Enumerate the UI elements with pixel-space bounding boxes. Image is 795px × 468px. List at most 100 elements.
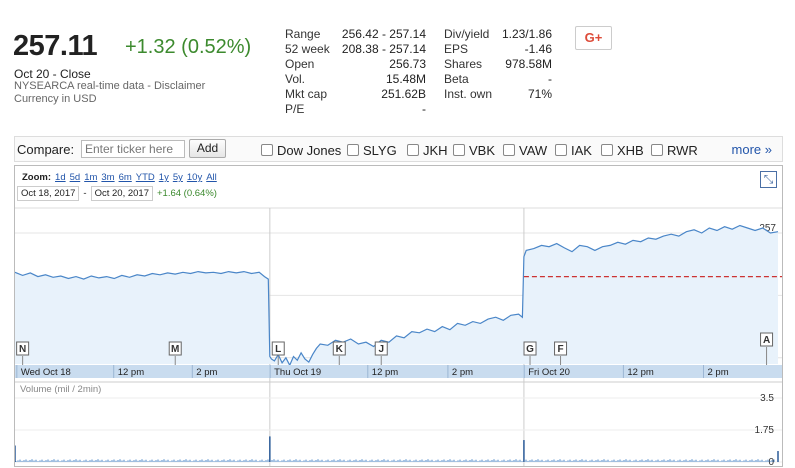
news-marker-j[interactable]: [374, 341, 388, 356]
stat-value: 15.48M: [385, 72, 426, 86]
stat-value: 251.62B: [381, 87, 426, 101]
checkbox[interactable]: [651, 144, 663, 156]
x-tick-label: 12 pm: [627, 367, 653, 378]
stat-label: EPS: [444, 42, 469, 56]
x-tick-label: 2 pm: [452, 367, 473, 378]
x-tick-label: 12 pm: [372, 367, 398, 378]
price-line[interactable]: [15, 224, 779, 367]
checkbox[interactable]: [601, 144, 613, 156]
range-end-field[interactable]: Oct 20, 2017: [90, 186, 153, 201]
x-axis-band: [15, 365, 782, 378]
news-marker-label: N: [19, 344, 26, 355]
price-area-fill: [15, 225, 778, 366]
stat-value: 71%: [527, 87, 552, 101]
stat-value: -: [422, 102, 426, 116]
stats-right: Div/yield 1.23/1.86 EPS -1.46 Shares 978.58M B…: [444, 27, 552, 102]
compare-checkbox-jkh[interactable]: JKH: [407, 143, 448, 158]
zoom-option-all[interactable]: All: [206, 172, 217, 183]
zoom-controls: Zoom: 1d 5d 1m 3m 6m YTD 1y 5y 10y All: [22, 172, 217, 183]
stat-value: 256.42 - 257.14: [341, 27, 426, 41]
compare-checkbox-vbk[interactable]: VBK: [453, 143, 495, 158]
zoom-option-1d[interactable]: 1d: [55, 172, 66, 183]
checkbox[interactable]: [555, 144, 567, 156]
compare-ticker-label: IAK: [571, 143, 592, 158]
news-marker-n[interactable]: [16, 341, 30, 356]
news-marker-m[interactable]: [168, 341, 182, 356]
data-source-note[interactable]: NYSEARCA real-time data - Disclaimer: [14, 80, 206, 92]
x-tick-label: Wed Oct 18: [21, 367, 71, 378]
stat-row-52-week: 52 week 208.38 - 257.14: [285, 42, 426, 57]
currency-note: Currency in USD: [14, 93, 97, 105]
stat-value: 256.73: [389, 57, 426, 71]
zoom-option-5d[interactable]: 5d: [69, 172, 81, 183]
compare-ticker-label: XHB: [617, 143, 644, 158]
zoom-option-6m[interactable]: 6m: [118, 172, 132, 183]
news-marker-label: G: [526, 344, 534, 355]
checkbox[interactable]: [453, 144, 465, 156]
compare-checkbox-rwr[interactable]: RWR: [651, 143, 698, 158]
x-tick-label: 12 pm: [118, 367, 144, 378]
x-tick-label: 2 pm: [196, 367, 217, 378]
news-marker-label: M: [171, 344, 179, 355]
compare-ticker-label: JKH: [423, 143, 448, 158]
compare-ticker-label: VAW: [519, 143, 548, 158]
stat-label: Div/yield: [444, 27, 490, 41]
zoom-option-10y[interactable]: 10y: [186, 172, 203, 183]
news-marker-g[interactable]: [523, 341, 537, 356]
compare-checkbox-iak[interactable]: IAK: [555, 143, 592, 158]
checkbox[interactable]: [347, 144, 359, 156]
compare-ticker-label: Dow Jones: [277, 143, 342, 158]
stat-value: 1.23/1.86: [501, 27, 552, 41]
checkbox[interactable]: [503, 144, 515, 156]
checkbox[interactable]: [407, 144, 419, 156]
compare-checkbox-slyg[interactable]: SLYG: [347, 143, 397, 158]
stats-left: Range 256.42 - 257.14 52 week 208.38 - 257.…: [285, 27, 426, 117]
zoom-option-5y[interactable]: 5y: [172, 172, 183, 183]
expand-icon[interactable]: ⤡: [760, 171, 777, 188]
google-plus-share-button[interactable]: G+: [575, 26, 612, 50]
price-chart[interactable]: Zoom: 1d 5d 1m 3m 6m YTD 1y 5y 10y All Oct 18, 201…: [14, 165, 783, 467]
zoom-option-1y[interactable]: 1y: [158, 172, 169, 183]
x-tick-label: 2 pm: [708, 367, 729, 378]
stat-row-eps: EPS -1.46: [444, 42, 552, 57]
range-start-field[interactable]: Oct 18, 2017: [17, 186, 80, 201]
compare-ticker-label: VBK: [469, 143, 496, 158]
range-change: +1.64 (0.64%): [156, 188, 217, 199]
news-marker-label: J: [378, 344, 384, 355]
compare-checkbox-dow-jones[interactable]: Dow Jones: [261, 143, 341, 158]
zoom-label: Zoom:: [22, 172, 52, 183]
zoom-option-1m[interactable]: 1m: [84, 172, 98, 183]
stat-row-inst-own: Inst. own 71%: [444, 87, 552, 102]
add-ticker-button[interactable]: Add: [189, 139, 226, 158]
news-marker-k[interactable]: [332, 341, 346, 356]
volume-tick-label: 1.75: [755, 425, 775, 436]
stat-row-p-e: P/E -: [285, 102, 426, 117]
zoom-option-ytd[interactable]: YTD: [135, 172, 155, 183]
stat-label: Beta: [444, 72, 469, 86]
x-tick-label: Thu Oct 19: [274, 367, 321, 378]
news-marker-f[interactable]: [554, 341, 568, 356]
volume-label: Volume (mil / 2min): [20, 384, 102, 395]
news-marker-label: A: [763, 335, 770, 346]
checkbox[interactable]: [261, 144, 273, 156]
stat-row-open: Open 256.73: [285, 57, 426, 72]
stat-row-div-yield: Div/yield 1.23/1.86: [444, 27, 552, 42]
stat-label: Inst. own: [444, 87, 493, 101]
news-marker-label: K: [336, 344, 344, 355]
news-marker-label: F: [557, 344, 563, 355]
stat-row-mkt-cap: Mkt cap 251.62B: [285, 87, 426, 102]
stat-row-range: Range 256.42 - 257.14: [285, 27, 426, 42]
news-marker-l[interactable]: [271, 341, 285, 356]
compare-ticker-label: SLYG: [363, 143, 397, 158]
stat-value: 208.38 - 257.14: [341, 42, 426, 56]
zoom-option-3m[interactable]: 3m: [101, 172, 115, 183]
news-marker-a[interactable]: [760, 332, 774, 347]
quote-price: 257.11: [13, 30, 98, 62]
compare-checkbox-vaw[interactable]: VAW: [503, 143, 547, 158]
more-tickers-link[interactable]: more »: [731, 142, 772, 157]
compare-ticker-input[interactable]: [81, 140, 185, 158]
stat-value: -1.46: [524, 42, 552, 56]
x-tick-label: Fri Oct 20: [528, 367, 570, 378]
compare-checkbox-xhb[interactable]: XHB: [601, 143, 644, 158]
